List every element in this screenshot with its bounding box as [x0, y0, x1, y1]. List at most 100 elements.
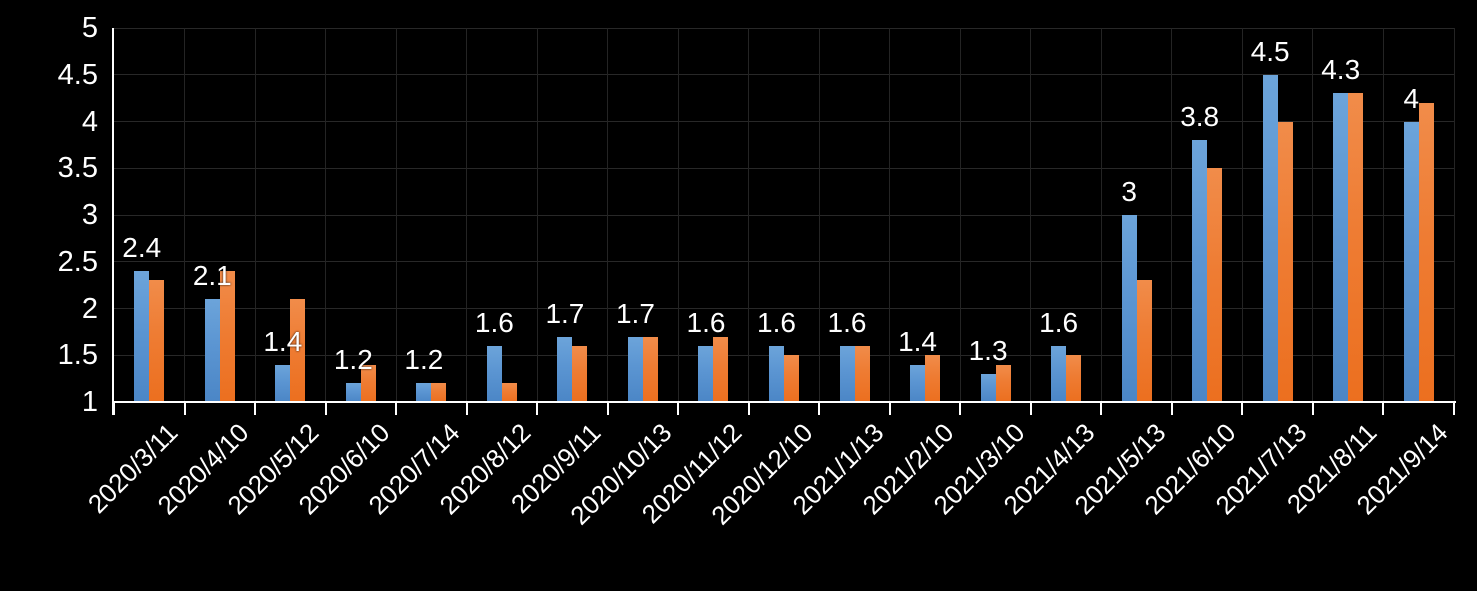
- data-label: 4: [1403, 82, 1420, 114]
- y-tick-label: 5: [81, 12, 98, 44]
- bar-series-blue: [1333, 93, 1349, 402]
- vertical-gridline: [536, 28, 538, 402]
- vertical-gridline: [1453, 28, 1455, 402]
- data-label: 2.1: [192, 260, 232, 292]
- bar-series-orange: [501, 383, 517, 402]
- data-label: 1.7: [545, 297, 585, 329]
- x-axis-tick: [536, 402, 539, 415]
- y-tick-label: 2: [81, 292, 98, 325]
- data-label: 1.4: [898, 325, 938, 357]
- bar-series-blue: [416, 383, 432, 402]
- y-tick-label: 4: [81, 105, 98, 138]
- bar-series-blue: [1403, 121, 1419, 402]
- vertical-gridline: [1241, 28, 1243, 402]
- x-axis-tick: [1170, 402, 1173, 415]
- data-label: 1.2: [333, 344, 373, 376]
- bar-series-blue: [698, 345, 714, 402]
- vertical-gridline: [818, 28, 820, 402]
- bar-series-orange: [925, 355, 941, 402]
- bar-series-blue: [1051, 345, 1067, 402]
- vertical-gridline: [466, 28, 468, 402]
- y-tick-label: 3.5: [57, 152, 98, 185]
- bar-series-blue: [1192, 140, 1208, 402]
- bar-series-orange: [1066, 355, 1082, 402]
- bar-series-blue: [557, 336, 573, 402]
- bar-series-orange: [642, 336, 658, 402]
- vertical-gridline: [959, 28, 961, 402]
- data-label: 1.3: [968, 334, 1008, 366]
- data-label: 2.4: [122, 232, 162, 264]
- bar-series-orange: [360, 364, 376, 402]
- bar-series-blue: [839, 345, 855, 402]
- bar-series-blue: [980, 373, 996, 402]
- bar-series-orange: [1277, 121, 1293, 402]
- y-tick-label: 4.5: [57, 58, 98, 91]
- y-tick-label: 1: [81, 386, 98, 418]
- horizontal-gridline: [114, 308, 1454, 309]
- horizontal-gridline: [114, 261, 1454, 263]
- x-axis-tick: [113, 402, 115, 415]
- bar-series-blue: [486, 345, 502, 402]
- y-axis-line: [112, 28, 114, 415]
- bar-series-blue: [204, 299, 220, 402]
- plot-area: 2.4 2.1 1.4 1.2 1.2 1.6 1.7 1.7 1.6 1.6 1.6 1.4 1.3 1…: [112, 27, 1456, 415]
- data-label: 4.3: [1321, 54, 1361, 86]
- x-axis-tick: [324, 402, 327, 415]
- data-label: 1.6: [474, 306, 514, 338]
- vertical-gridline: [1382, 28, 1384, 402]
- data-label: 1.6: [827, 306, 867, 338]
- vertical-gridline: [1171, 28, 1173, 402]
- bar-series-blue: [627, 336, 643, 402]
- x-axis-tick: [1029, 402, 1032, 415]
- x-axis-tick: [818, 402, 821, 415]
- x-axis-tick: [254, 402, 257, 415]
- x-axis-tick: [1241, 402, 1244, 415]
- bar-series-orange: [713, 336, 729, 402]
- vertical-gridline: [607, 28, 609, 402]
- x-axis-tick: [465, 402, 468, 415]
- horizontal-gridline: [114, 167, 1454, 169]
- bar-series-orange: [290, 299, 306, 402]
- horizontal-gridline: [114, 27, 1454, 29]
- vertical-gridline: [1100, 28, 1102, 402]
- bar-series-blue: [769, 345, 784, 402]
- data-label: 3: [1121, 176, 1137, 207]
- x-axis-line: [112, 401, 1456, 403]
- bar-series-orange: [149, 280, 165, 402]
- x-axis-tick: [1100, 402, 1103, 415]
- data-label: 1.4: [263, 325, 303, 357]
- data-label: 1.6: [757, 306, 796, 338]
- vertical-gridline: [254, 28, 256, 402]
- bar-series-blue: [910, 364, 926, 402]
- data-label: 1.6: [1039, 306, 1079, 338]
- bar-series-orange: [995, 364, 1011, 402]
- horizontal-gridline: [114, 121, 1454, 122]
- y-tick-label: 2.5: [57, 245, 98, 278]
- bar-series-blue: [1262, 74, 1278, 402]
- bar-series-blue: [345, 383, 361, 402]
- data-label: 3.8: [1180, 101, 1220, 133]
- horizontal-gridline: [114, 74, 1454, 76]
- bar-series-orange: [854, 345, 870, 402]
- bar-series-orange: [784, 355, 799, 402]
- x-axis-tick: [747, 402, 750, 415]
- data-label: 4.5: [1250, 35, 1290, 67]
- vertical-gridline: [395, 28, 397, 402]
- data-label: 1.2: [404, 344, 444, 376]
- data-label: 1.7: [615, 297, 655, 329]
- bar-series-blue: [275, 364, 291, 402]
- vertical-gridline: [325, 28, 327, 402]
- x-axis-tick: [1453, 402, 1455, 415]
- x-axis-tick: [606, 402, 609, 415]
- x-axis-tick: [888, 402, 891, 415]
- vertical-gridline: [748, 28, 750, 402]
- y-tick-label: 1.5: [57, 339, 98, 372]
- y-tick-label: 3: [81, 199, 98, 231]
- bar-series-orange: [1418, 102, 1434, 402]
- data-label: 1.6: [686, 306, 726, 338]
- bar-series-orange: [219, 271, 235, 402]
- x-axis-tick: [959, 402, 962, 415]
- bar-series-orange: [1348, 93, 1364, 402]
- vertical-gridline: [1312, 28, 1314, 402]
